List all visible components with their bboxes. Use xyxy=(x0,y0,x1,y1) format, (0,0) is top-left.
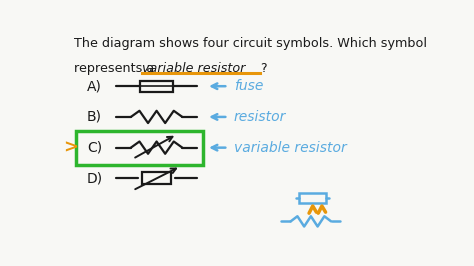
Text: fuse: fuse xyxy=(234,79,263,93)
Text: B): B) xyxy=(87,110,102,124)
Text: D): D) xyxy=(87,171,103,185)
Text: A): A) xyxy=(87,79,102,93)
Text: represents a: represents a xyxy=(74,62,158,75)
Bar xyxy=(299,193,327,203)
Text: variable resistor: variable resistor xyxy=(142,62,245,75)
Text: The diagram shows four circuit symbols. Which symbol: The diagram shows four circuit symbols. … xyxy=(74,37,427,50)
Text: ?: ? xyxy=(260,62,267,75)
Bar xyxy=(140,81,173,92)
Text: variable resistor: variable resistor xyxy=(234,141,346,155)
Text: >: > xyxy=(63,139,78,157)
Text: C): C) xyxy=(87,141,102,155)
Text: resistor: resistor xyxy=(234,110,286,124)
Bar xyxy=(142,172,171,184)
